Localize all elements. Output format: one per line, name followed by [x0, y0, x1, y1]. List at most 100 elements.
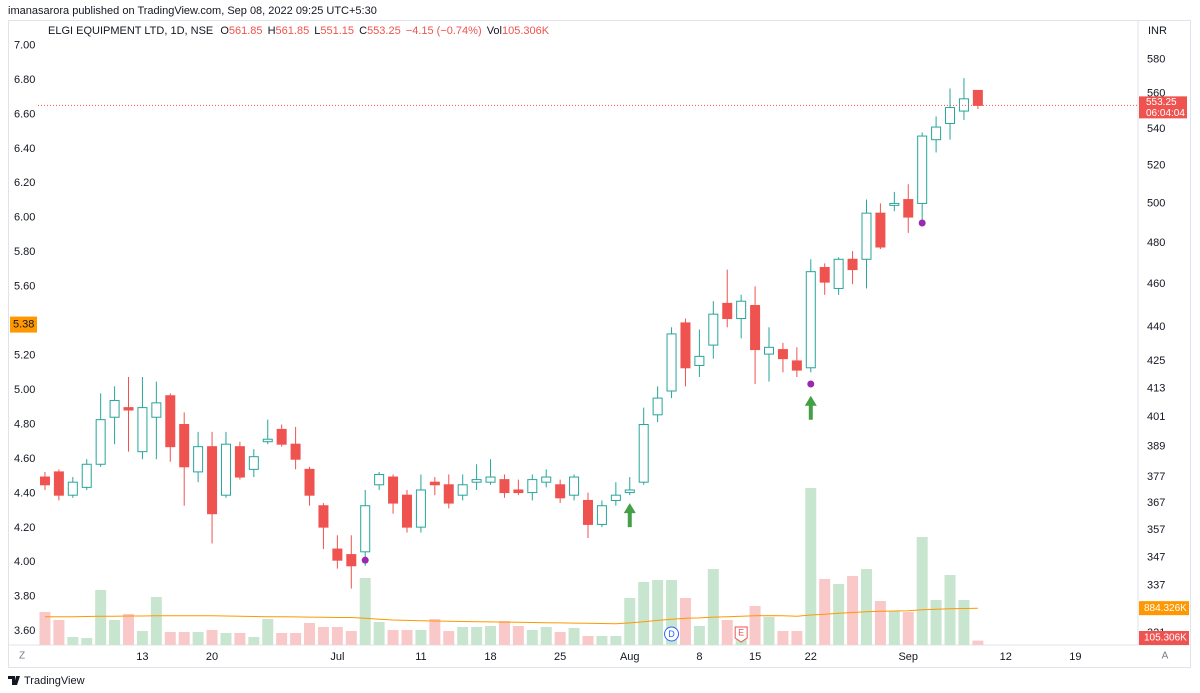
volume-bar — [331, 627, 343, 645]
volume-bar — [666, 580, 678, 645]
volume-bar — [930, 600, 942, 645]
volume-bar — [944, 575, 956, 645]
volume-label-box — [1139, 631, 1189, 645]
volume-bar — [136, 631, 148, 645]
legend-open: 561.85 — [229, 25, 263, 37]
candle-body — [360, 505, 371, 553]
candle-body — [457, 484, 468, 496]
legend-prefix: L — [314, 25, 320, 37]
volume-bar — [248, 637, 260, 645]
candle-body — [332, 548, 343, 561]
candle-body — [736, 300, 747, 320]
volume-bar — [498, 621, 510, 645]
x-tick-label: Jul — [330, 651, 344, 663]
legend-change: −4.15 (−0.74%) — [406, 25, 482, 37]
candle-body — [123, 407, 134, 411]
volume-bar — [401, 630, 413, 645]
candle-body — [346, 554, 357, 567]
legend: ELGI EQUIPMENT LTD, 1D, NSE O561.85 H561… — [48, 25, 550, 37]
left-tick-label: 4.20 — [14, 522, 35, 534]
volume-bar — [206, 630, 218, 645]
volume-bar — [860, 569, 872, 645]
candle-body — [541, 476, 552, 483]
volume-bar — [526, 630, 538, 645]
brand: TradingView — [24, 675, 85, 687]
left-tick-label: 4.40 — [14, 487, 35, 499]
y-tick-label: 357 — [1147, 524, 1165, 536]
volume-bar — [471, 627, 483, 645]
volume-bar — [276, 633, 288, 645]
candle-body — [234, 446, 245, 478]
candle-body — [415, 489, 426, 528]
volume-bar — [596, 636, 608, 645]
candle-body — [931, 126, 942, 141]
candle-body — [819, 267, 830, 283]
y-tick-label: 520 — [1147, 159, 1165, 171]
candle-body — [652, 397, 663, 416]
candle-body — [290, 443, 301, 460]
candle-body — [485, 476, 496, 483]
volume-bar — [345, 631, 357, 645]
axis-control[interactable]: A — [1162, 651, 1169, 662]
candle-body — [388, 476, 399, 504]
x-tick-label: 18 — [484, 651, 496, 663]
x-tick-label: 20 — [206, 651, 218, 663]
volume-bar — [429, 619, 441, 645]
legend-prefix: O — [220, 25, 229, 37]
event-marker: D — [664, 626, 680, 642]
volume-bar — [582, 636, 594, 645]
axis-control[interactable]: Z — [19, 651, 25, 662]
y-tick-label: 580 — [1147, 54, 1165, 66]
volume-bar — [443, 631, 455, 645]
candle-body — [109, 399, 120, 418]
candle-body — [513, 489, 524, 494]
volume-bar — [958, 600, 970, 645]
y-tick-label: 347 — [1147, 551, 1165, 563]
y-tick-label: 413 — [1147, 383, 1165, 395]
legend-prefix: C — [359, 25, 367, 37]
y-tick-label: 367 — [1147, 497, 1165, 509]
candle-body — [750, 305, 761, 351]
x-tick-label: Sep — [898, 651, 918, 663]
volume-bar — [679, 598, 691, 645]
volume-bar — [95, 590, 107, 645]
volume-bar — [512, 626, 524, 645]
left-tick-label: 6.00 — [14, 212, 35, 224]
volume-bar — [192, 632, 204, 645]
left-tick-label: 5.00 — [14, 384, 35, 396]
volume-bar — [833, 584, 845, 645]
x-tick-label: Aug — [620, 651, 640, 663]
legend-close: 553.25 — [367, 25, 401, 37]
volume-bar — [540, 627, 552, 645]
left-marker-box — [10, 316, 37, 333]
signal-dot — [361, 556, 369, 564]
legend-prefix: H — [268, 25, 276, 37]
legend-high: 561.85 — [276, 25, 310, 37]
volume-bar — [415, 630, 427, 645]
candle-body — [583, 499, 593, 525]
volume-bar — [109, 620, 121, 645]
volume-bar — [554, 632, 566, 645]
candle-body — [443, 484, 454, 504]
candle-body — [527, 479, 538, 494]
candle-body — [304, 468, 315, 496]
left-tick-label: 5.80 — [14, 246, 35, 258]
y-tick-label: 480 — [1147, 237, 1165, 249]
left-tick-label: 6.20 — [14, 177, 35, 189]
price-label: 553.25 — [1146, 97, 1177, 108]
volume-bar — [568, 628, 580, 645]
candle-body — [680, 322, 691, 369]
volume-bar — [262, 619, 274, 645]
candle-body — [248, 456, 259, 470]
volume-bar — [164, 632, 176, 645]
candle-body — [151, 402, 162, 418]
x-tick-label: 19 — [1069, 651, 1081, 663]
volume-pane — [39, 488, 984, 645]
volume-ma-label-box — [1139, 601, 1189, 616]
left-tick-label: 7.00 — [14, 39, 35, 51]
left-tick-label: 6.60 — [14, 108, 35, 120]
y-tick-label: 401 — [1147, 411, 1165, 423]
event-badge — [664, 626, 680, 642]
y-tick-label: 540 — [1147, 123, 1165, 135]
